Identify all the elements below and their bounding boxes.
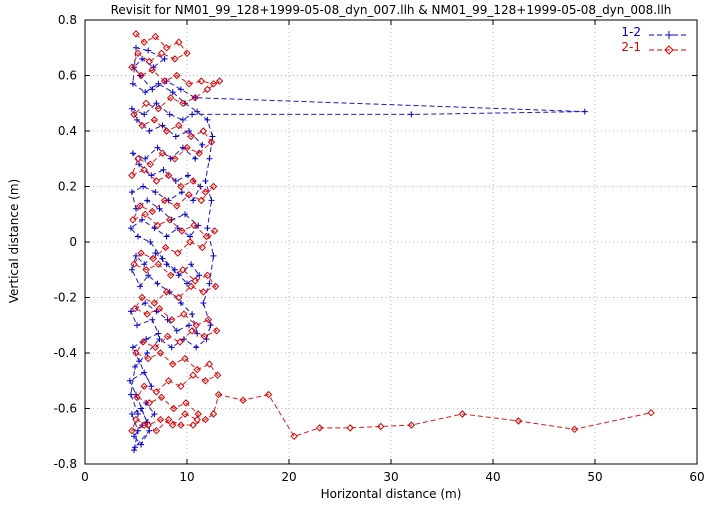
y-tick-label: 0.2 [58, 180, 77, 194]
legend-sample-2-1 [647, 41, 691, 55]
x-tick-label: 60 [689, 470, 704, 484]
y-tick-label: -0.8 [54, 457, 77, 471]
x-tick-label: 0 [81, 470, 89, 484]
y-tick-label: 0.6 [58, 69, 77, 83]
grid-lines [85, 20, 697, 464]
series-1-2 [126, 44, 588, 454]
y-tick-label: -0.2 [54, 291, 77, 305]
x-tick-label: 50 [587, 470, 602, 484]
tick-marks [84, 19, 698, 465]
x-tick-label: 40 [485, 470, 500, 484]
x-axis-label: Horizontal distance (m) [320, 487, 462, 501]
series-2-1 [128, 30, 655, 441]
x-tick-label: 20 [281, 470, 296, 484]
y-axis-label: Vertical distance (m) [7, 178, 21, 304]
chart-title: Revisit for NM01_99_128+1999-05-08_dyn_0… [110, 3, 672, 17]
y-tick-label: -0.4 [54, 346, 77, 360]
legend-label-2-1: 2-1 [621, 39, 641, 54]
y-tick-label: -0.6 [54, 402, 77, 416]
legend: 1-2 2-1 [621, 24, 691, 55]
y-tick-label: 0.8 [58, 13, 77, 27]
x-tick-label: 30 [383, 470, 398, 484]
y-tick-label: 0 [69, 235, 77, 249]
legend-sample-1-2 [647, 26, 691, 39]
x-tick-label: 10 [179, 470, 194, 484]
legend-label-1-2: 1-2 [621, 24, 641, 39]
legend-entry-1-2: 1-2 [621, 24, 691, 39]
y-tick-label: 0.4 [58, 124, 77, 138]
legend-entry-2-1: 2-1 [621, 39, 691, 55]
